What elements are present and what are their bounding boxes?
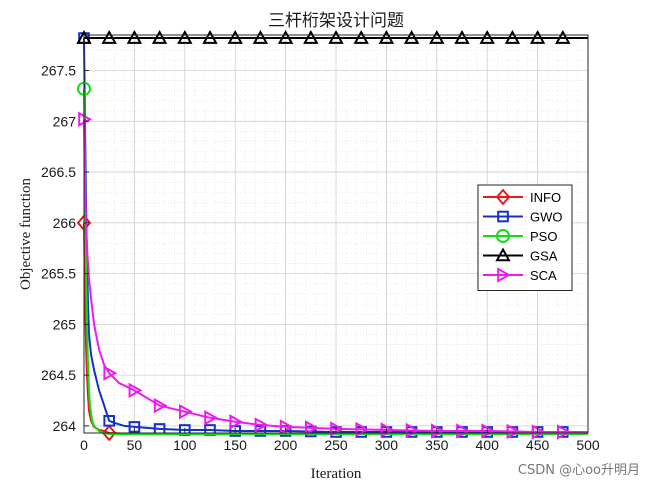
legend-box xyxy=(477,184,573,291)
legend-label: PSO xyxy=(530,229,557,244)
chart-title: 三杆桁架设计问题 xyxy=(268,11,404,31)
series-marker-gsa xyxy=(353,29,369,44)
legend-marker xyxy=(495,247,511,262)
series-marker-gsa xyxy=(177,29,193,44)
legend-label: GWO xyxy=(530,210,563,225)
series-marker-gsa xyxy=(126,29,143,44)
series-marker-gsa xyxy=(555,29,571,44)
series-marker-gsa xyxy=(504,29,521,44)
y-tick-label: 267 xyxy=(53,113,77,129)
series-marker-sca xyxy=(531,424,546,440)
x-tick-label: 300 xyxy=(375,437,399,453)
series-marker-sca xyxy=(506,423,521,440)
legend-marker xyxy=(495,188,511,206)
series-marker-sca xyxy=(305,420,319,436)
legend: INFO GWO PSO GSA SCA xyxy=(477,184,573,291)
y-axis-title: Objective function xyxy=(18,177,34,290)
series-marker-gsa xyxy=(328,29,344,44)
series-marker-sca xyxy=(128,382,143,399)
legend-entry-gwo: GWO xyxy=(483,210,563,225)
series-marker-gsa xyxy=(101,29,117,44)
y-tick-label: 267.5 xyxy=(41,63,76,79)
series-marker-gsa xyxy=(429,29,445,44)
x-tick-label: 0 xyxy=(80,437,88,453)
series-marker-sca xyxy=(557,424,571,440)
x-axis-title: Iteration xyxy=(311,466,362,482)
x-tick-label: 500 xyxy=(576,437,600,453)
y-tick-label: 265.5 xyxy=(41,266,76,282)
series-marker-gsa xyxy=(479,29,495,44)
series-marker-sca xyxy=(279,419,294,435)
series-gwo xyxy=(78,32,588,438)
y-tick-label: 266.5 xyxy=(41,164,76,180)
series-marker-info xyxy=(101,424,117,442)
legend-label: SCA xyxy=(530,268,557,283)
series-marker-gwo xyxy=(103,415,116,427)
y-axis-ticks: 264 264.5 265 265.5 266 266.5 267 267.5 xyxy=(41,63,89,434)
legend-label: GSA xyxy=(530,249,558,264)
series-marker-sca xyxy=(229,414,244,430)
series-marker-sca xyxy=(456,423,471,439)
series-marker-gsa xyxy=(303,29,319,44)
series-marker-sca xyxy=(103,365,118,381)
series-marker-gsa xyxy=(403,29,420,44)
series-marker-sca xyxy=(204,410,219,426)
watermark: CSDN @心oo升明月 xyxy=(518,463,640,478)
y-tick-label: 264 xyxy=(53,418,77,434)
x-tick-label: 250 xyxy=(324,437,348,453)
x-tick-label: 100 xyxy=(173,437,197,453)
x-tick-label: 150 xyxy=(224,437,248,453)
series-marker-gsa xyxy=(151,29,168,44)
series-marker-sca xyxy=(153,397,168,414)
series-marker-gsa xyxy=(252,29,269,44)
x-tick-label: 400 xyxy=(476,437,500,453)
legend-marker xyxy=(497,267,512,283)
series-line-pso xyxy=(83,88,588,435)
series-marker-gsa xyxy=(277,29,294,44)
legend-entry-gsa: GSA xyxy=(483,247,558,264)
series-marker-sca xyxy=(330,421,345,437)
series-marker-sca xyxy=(179,403,193,420)
series-marker-sca xyxy=(355,421,370,438)
legend-marker xyxy=(497,210,509,223)
series-marker-gsa xyxy=(202,29,218,44)
y-tick-label: 266 xyxy=(53,215,77,231)
series-marker-gsa xyxy=(529,29,546,44)
series-marker-sca xyxy=(78,111,93,127)
series-gsa xyxy=(76,29,588,44)
x-axis-ticks: 0 50 100 150 200 250 300 350 400 450 500 xyxy=(80,428,600,453)
legend-marker xyxy=(496,229,510,243)
x-tick-label: 200 xyxy=(274,437,298,453)
series-marker-sca xyxy=(431,423,445,439)
legend-entry-pso: PSO xyxy=(483,229,557,244)
series-marker-gsa xyxy=(454,29,470,44)
series-marker-sca xyxy=(254,417,269,433)
legend-entry-info: INFO xyxy=(483,188,561,206)
y-tick-label: 265 xyxy=(53,316,77,332)
series-marker-gsa xyxy=(378,29,395,44)
legend-entry-sca: SCA xyxy=(483,267,557,283)
x-tick-label: 350 xyxy=(425,437,449,453)
legend-label: INFO xyxy=(530,190,561,205)
y-tick-label: 264.5 xyxy=(41,367,76,383)
x-tick-label: 50 xyxy=(127,437,143,453)
series-marker-sca xyxy=(481,423,496,439)
x-tick-label: 450 xyxy=(526,437,550,453)
series-marker-gsa xyxy=(227,29,243,44)
